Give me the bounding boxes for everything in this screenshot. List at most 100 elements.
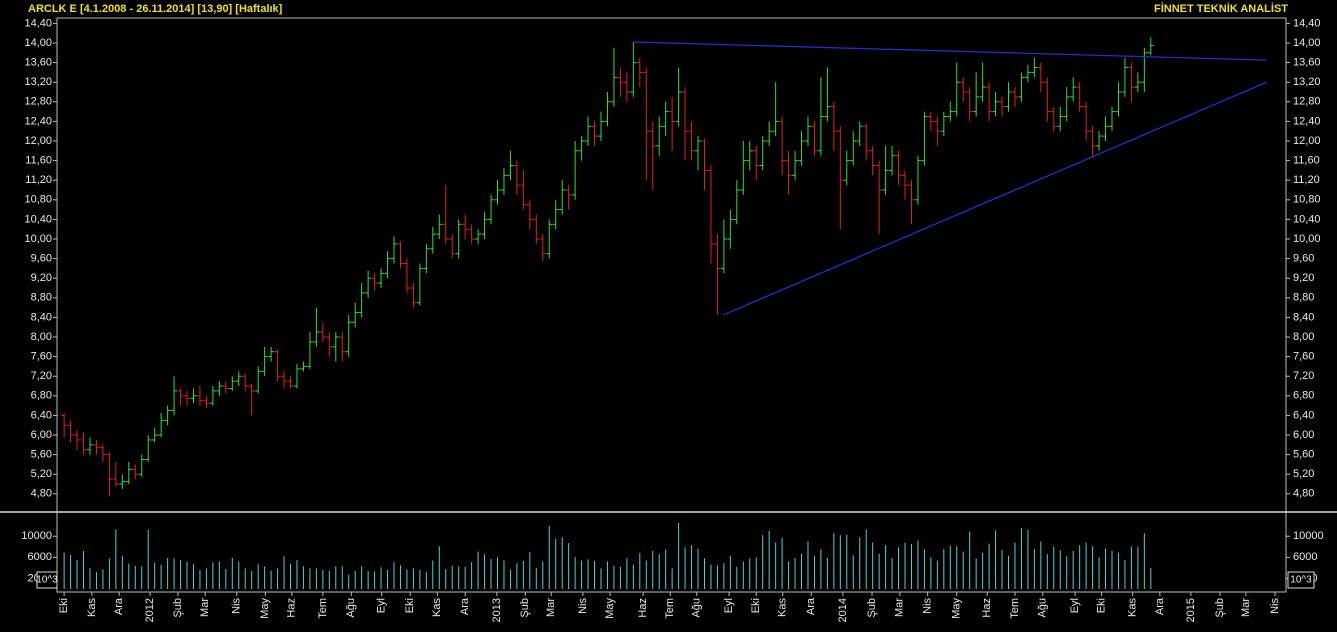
y-tick-label: 8,40 bbox=[1293, 311, 1314, 323]
x-tick-label: Kas bbox=[1127, 598, 1139, 617]
y-tick-label: 8,80 bbox=[31, 292, 52, 304]
volume-tick-label: 10000 bbox=[21, 530, 52, 542]
y-tick-label: 6,00 bbox=[1293, 429, 1314, 441]
x-tick-label: Şub bbox=[1214, 598, 1226, 618]
y-tick-label: 12,80 bbox=[24, 96, 52, 108]
y-tick-label: 10,00 bbox=[24, 233, 52, 245]
plot-frame bbox=[56, 17, 1287, 593]
y-tick-label: 9,60 bbox=[1293, 253, 1314, 265]
x-tick-label: Nis bbox=[231, 598, 243, 614]
x-tick-label: Ara bbox=[459, 597, 471, 615]
x-tick-label: May bbox=[604, 598, 616, 619]
x-tick-label: Haz bbox=[637, 598, 649, 618]
x-tick-label: Ağu bbox=[345, 598, 357, 618]
x-tick-label: Eki bbox=[58, 598, 70, 613]
y-tick-label: 13,20 bbox=[1293, 76, 1321, 88]
y-tick-label: 14,40 bbox=[1293, 17, 1321, 29]
volume-unit: 10^3 bbox=[1290, 575, 1312, 586]
x-tick-label: Haz bbox=[286, 598, 298, 618]
x-tick-label: Tem bbox=[664, 598, 676, 619]
y-tick-label: 8,80 bbox=[1293, 292, 1314, 304]
y-tick-label: 5,60 bbox=[1293, 449, 1314, 461]
volume-tick-label: 6000 bbox=[28, 551, 52, 563]
x-tick-label: Kas bbox=[431, 598, 443, 617]
x-tick-label: Eki bbox=[404, 598, 416, 613]
y-tick-label: 10,80 bbox=[24, 194, 52, 206]
x-tick-label: 2015 bbox=[1185, 598, 1197, 622]
x-tick-label: Şub bbox=[519, 598, 531, 618]
y-tick-label: 9,60 bbox=[31, 253, 52, 265]
y-tick-label: 4,80 bbox=[1293, 488, 1314, 500]
trendline bbox=[722, 81, 1267, 316]
x-tick-label: Ağu bbox=[1037, 598, 1049, 618]
x-tick-label: Tem bbox=[1009, 598, 1021, 619]
y-tick-label: 12,40 bbox=[24, 115, 52, 127]
unit-box bbox=[1287, 571, 1315, 589]
volume-tick-label: 6000 bbox=[1293, 551, 1317, 563]
x-tick-label: Ara bbox=[805, 597, 817, 615]
y-tick-label: 6,40 bbox=[1293, 409, 1314, 421]
x-tick-label: May bbox=[259, 598, 271, 619]
y-tick-label: 12,00 bbox=[24, 135, 52, 147]
y-tick-label: 9,20 bbox=[1293, 272, 1314, 284]
volume-tick-label: 10000 bbox=[1293, 530, 1324, 542]
x-tick-label: Mar bbox=[199, 598, 211, 617]
y-tick-label: 8,00 bbox=[1293, 331, 1314, 343]
x-tick-label: Eyl bbox=[723, 598, 735, 613]
y-tick-label: 13,20 bbox=[24, 76, 52, 88]
x-tick-label: Şub bbox=[866, 598, 878, 618]
chart-title: ARCLK E [4.1.2008 - 26.11.2014] [13,90] … bbox=[28, 3, 283, 15]
y-tick-label: 13,60 bbox=[1293, 56, 1321, 68]
x-tick-label: Mar bbox=[1240, 598, 1252, 617]
x-tick-label: May bbox=[951, 598, 963, 619]
x-tick-label: Eyl bbox=[376, 598, 388, 613]
y-tick-label: 7,60 bbox=[1293, 351, 1314, 363]
x-tick-label: Kas bbox=[86, 598, 98, 617]
y-tick-label: 10,40 bbox=[24, 213, 52, 225]
y-tick-label: 7,60 bbox=[31, 351, 52, 363]
x-tick-label: Ara bbox=[1154, 597, 1166, 615]
y-tick-label: 11,60 bbox=[1293, 155, 1320, 167]
x-tick-label: Eki bbox=[1096, 598, 1108, 613]
y-tick-label: 14,40 bbox=[24, 17, 52, 29]
y-tick-label: 14,00 bbox=[24, 37, 52, 49]
x-tick-label: Nis bbox=[1269, 598, 1281, 614]
y-tick-label: 14,00 bbox=[1293, 37, 1321, 49]
y-tick-label: 11,20 bbox=[25, 174, 52, 186]
x-tick-label: 2012 bbox=[144, 598, 156, 622]
y-tick-label: 5,20 bbox=[1293, 468, 1314, 480]
y-tick-label: 12,00 bbox=[1293, 135, 1321, 147]
y-tick-label: 4,80 bbox=[31, 488, 52, 500]
y-tick-label: 6,80 bbox=[31, 390, 52, 402]
x-tick-label: Nis bbox=[922, 598, 934, 614]
y-tick-label: 6,40 bbox=[31, 409, 52, 421]
y-tick-label: 7,20 bbox=[31, 370, 52, 382]
y-tick-label: 10,40 bbox=[1293, 213, 1321, 225]
y-tick-label: 12,80 bbox=[1293, 96, 1321, 108]
x-tick-label: Haz bbox=[981, 598, 993, 618]
y-tick-label: 11,20 bbox=[1293, 174, 1320, 186]
x-tick-label: Şub bbox=[172, 598, 184, 618]
x-tick-label: 2014 bbox=[837, 598, 849, 622]
x-tick-label: Eki bbox=[750, 598, 762, 613]
unit-box bbox=[36, 571, 58, 589]
y-tick-label: 10,80 bbox=[1293, 194, 1321, 206]
y-tick-label: 8,00 bbox=[31, 331, 52, 343]
y-tick-label: 8,40 bbox=[31, 311, 52, 323]
y-tick-label: 5,20 bbox=[31, 468, 52, 480]
x-tick-label: Nis bbox=[577, 598, 589, 614]
x-tick-label: Tem bbox=[317, 598, 329, 619]
trendline bbox=[633, 41, 1267, 61]
y-tick-label: 11,60 bbox=[25, 155, 52, 167]
y-tick-label: 5,60 bbox=[31, 449, 52, 461]
x-tick-label: Mar bbox=[545, 598, 557, 617]
y-tick-label: 12,40 bbox=[1293, 115, 1321, 127]
y-tick-label: 13,60 bbox=[24, 56, 52, 68]
x-tick-label: Ara bbox=[113, 597, 125, 615]
source-label: FİNNET TEKNİK ANALİST bbox=[1154, 2, 1288, 15]
y-tick-label: 6,00 bbox=[31, 429, 52, 441]
volume-unit: 10^3 bbox=[36, 575, 58, 586]
y-tick-label: 10,00 bbox=[1293, 233, 1321, 245]
